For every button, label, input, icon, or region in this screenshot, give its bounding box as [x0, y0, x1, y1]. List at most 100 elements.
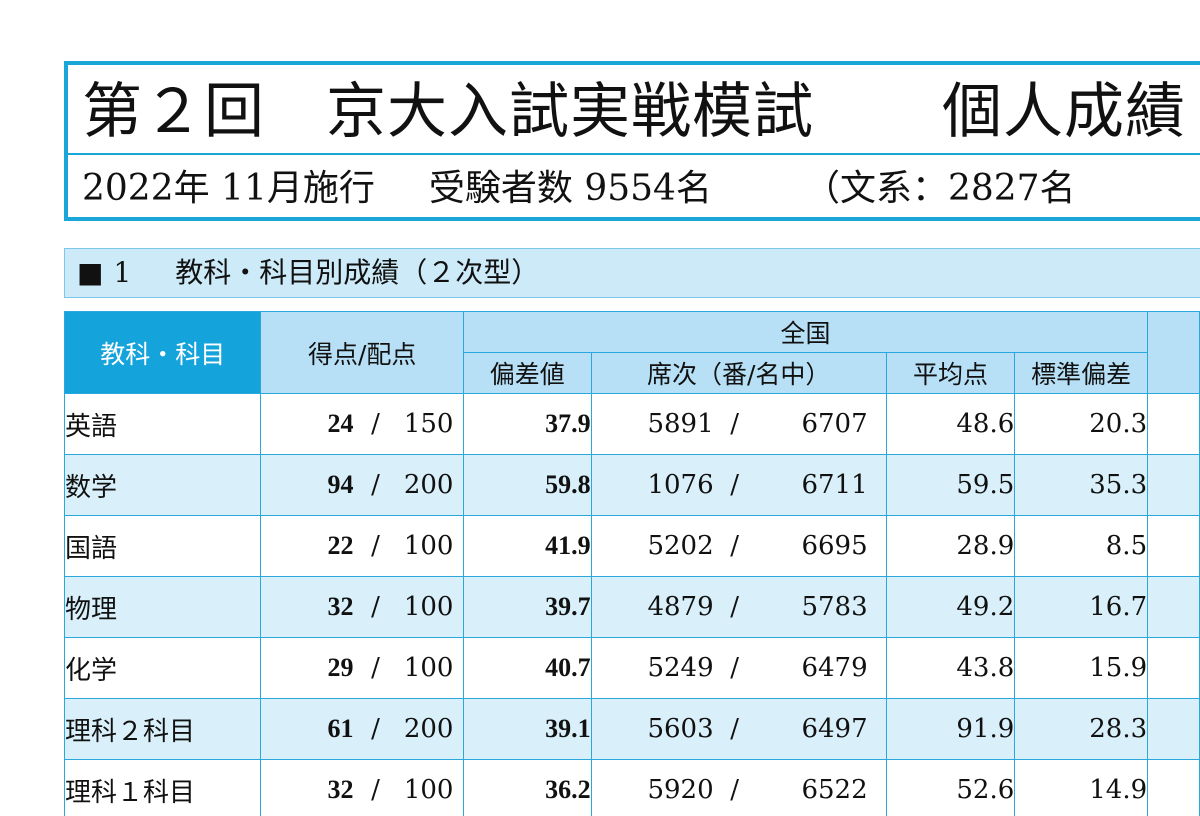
stdev-value: 20.3 [1014, 393, 1149, 455]
rank-slash: / [730, 653, 739, 683]
cutoff-cell [1147, 515, 1200, 577]
section-number: 1 [113, 256, 132, 289]
header-divider [68, 153, 1200, 155]
cutoff-cell [1147, 454, 1200, 516]
report-title: 第２回 京大入試実戦模試 個人成績 [82, 69, 1186, 155]
rank-value: 5920 [647, 775, 714, 805]
exam-name: 第２回 京大入試実戦模試 [82, 77, 814, 147]
max-score-value: 200 [403, 714, 454, 744]
rank-total-value: 6497 [801, 714, 868, 744]
subject-header: 教科・科目 [63, 311, 262, 394]
stdev-header: 標準偏差 [1014, 352, 1149, 394]
subject-name: 数学 [63, 454, 262, 516]
max-score-value: 100 [403, 531, 454, 561]
cutoff-cell [1147, 759, 1200, 816]
score-cell: 32 / 100 [260, 576, 464, 638]
report-type: 個人成績 [942, 77, 1186, 147]
rank-total-value: 6711 [801, 470, 868, 500]
average-value: 49.2 [885, 576, 1016, 638]
deviation-value: 37.9 [462, 393, 592, 455]
rank-slash: / [730, 592, 739, 622]
grades-table: 教科・科目 得点/配点 全国 偏差値 席次（番/名中） 平均点 標準偏差 英語 … [63, 311, 1200, 816]
deviation-value: 40.7 [462, 637, 592, 699]
table-row: 理科２科目 61 / 200 39.1 5603 / 6497 91.9 28.3 [63, 698, 1200, 760]
rank-cell: 5202 / 6695 [590, 515, 887, 577]
table-row: 物理 32 / 100 39.7 4879 / 5783 49.2 16.7 [63, 576, 1200, 638]
average-value: 28.9 [885, 515, 1016, 577]
score-cell: 61 / 200 [260, 698, 464, 760]
rank-value: 5603 [647, 714, 714, 744]
rank-cell: 5603 / 6497 [590, 698, 887, 760]
rank-value: 5202 [647, 531, 714, 561]
cutoff-header [1147, 311, 1200, 394]
examinee-count: 受験者数 9554名 [428, 168, 712, 209]
deviation-value: 39.1 [462, 698, 592, 760]
score-slash: / [371, 592, 380, 622]
rank-value: 1076 [647, 470, 714, 500]
cutoff-cell [1147, 637, 1200, 699]
national-header: 全国 [462, 311, 1149, 353]
cutoff-cell [1147, 698, 1200, 760]
average-value: 43.8 [885, 637, 1016, 699]
subject-name: 国語 [63, 515, 262, 577]
average-value: 48.6 [885, 393, 1016, 455]
max-score-value: 200 [403, 470, 454, 500]
score-value: 22 [327, 531, 354, 560]
examinee-split: （文系：2827名 [803, 168, 1076, 209]
stdev-value: 35.3 [1014, 454, 1149, 516]
score-slash: / [371, 409, 380, 439]
score-value: 94 [327, 470, 354, 499]
rank-cell: 1076 / 6711 [590, 454, 887, 516]
exam-info: 2022年 11月施行 受験者数 9554名 （文系：2827名 [82, 163, 1076, 215]
section-title: 教科・科目別成績（２次型） [175, 256, 540, 289]
subject-name: 英語 [63, 393, 262, 455]
table-row: 化学 29 / 100 40.7 5249 / 6479 43.8 15.9 [63, 637, 1200, 699]
rank-cell: 5920 / 6522 [590, 759, 887, 816]
score-cell: 94 / 200 [260, 454, 464, 516]
stdev-value: 28.3 [1014, 698, 1149, 760]
max-score-value: 100 [403, 592, 454, 622]
average-value: 59.5 [885, 454, 1016, 516]
score-slash: / [371, 714, 380, 744]
score-value: 32 [327, 592, 354, 621]
rank-header: 席次（番/名中） [590, 352, 887, 394]
deviation-value: 39.7 [462, 576, 592, 638]
score-value: 29 [327, 653, 354, 682]
rank-slash: / [730, 409, 739, 439]
max-score-value: 100 [403, 653, 454, 683]
score-value: 32 [327, 775, 354, 804]
deviation-value: 36.2 [462, 759, 592, 816]
stdev-value: 16.7 [1014, 576, 1149, 638]
average-value: 91.9 [885, 698, 1016, 760]
rank-slash: / [730, 775, 739, 805]
stdev-value: 15.9 [1014, 637, 1149, 699]
deviation-value: 41.9 [462, 515, 592, 577]
rank-cell: 5249 / 6479 [590, 637, 887, 699]
rank-value: 5891 [647, 409, 714, 439]
rank-total-value: 6522 [801, 775, 868, 805]
score-cell: 22 / 100 [260, 515, 464, 577]
table-row: 数学 94 / 200 59.8 1076 / 6711 59.5 35.3 [63, 454, 1200, 516]
stdev-value: 8.5 [1014, 515, 1149, 577]
score-slash: / [371, 531, 380, 561]
rank-total-value: 5783 [801, 592, 868, 622]
average-header: 平均点 [885, 352, 1016, 394]
table-row: 国語 22 / 100 41.9 5202 / 6695 28.9 8.5 [63, 515, 1200, 577]
stdev-value: 14.9 [1014, 759, 1149, 816]
rank-value: 4879 [647, 592, 714, 622]
subject-name: 理科２科目 [63, 698, 262, 760]
subject-name: 化学 [63, 637, 262, 699]
score-slash: / [371, 653, 380, 683]
score-cell: 24 / 150 [260, 393, 464, 455]
score-slash: / [371, 775, 380, 805]
cutoff-cell [1147, 393, 1200, 455]
max-score-value: 150 [403, 409, 454, 439]
rank-slash: / [730, 531, 739, 561]
rank-cell: 4879 / 5783 [590, 576, 887, 638]
rank-cell: 5891 / 6707 [590, 393, 887, 455]
subject-name: 物理 [63, 576, 262, 638]
deviation-header: 偏差値 [462, 352, 592, 394]
table-row: 英語 24 / 150 37.9 5891 / 6707 48.6 20.3 [63, 393, 1200, 455]
table-row: 理科１科目 32 / 100 36.2 5920 / 6522 52.6 14.9 [63, 759, 1200, 816]
